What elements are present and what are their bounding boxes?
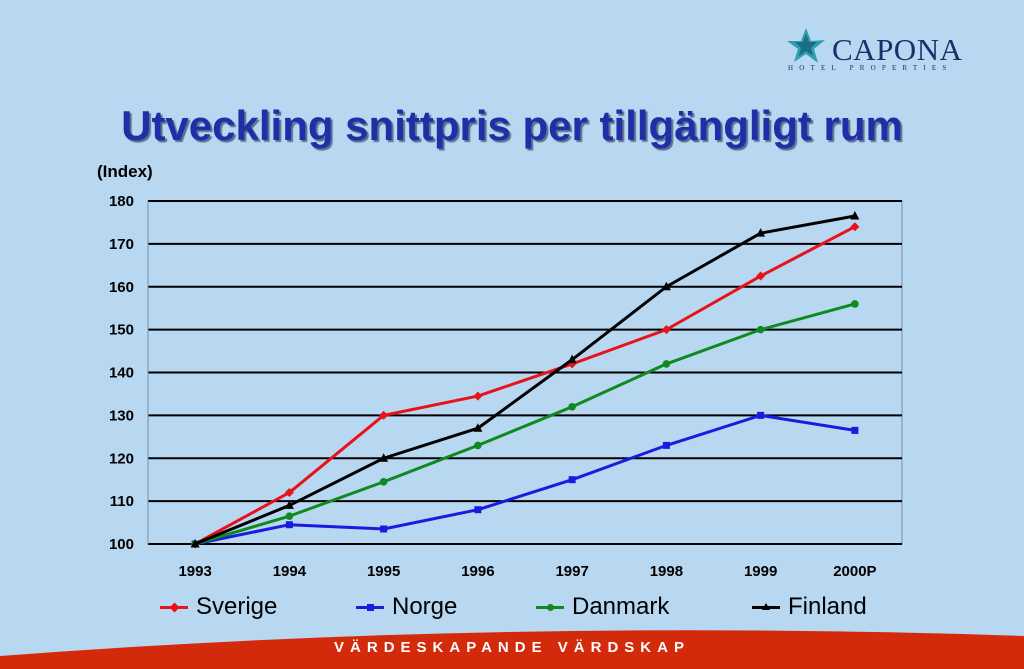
data-point-danmark	[474, 441, 482, 450]
data-point-sverige	[379, 410, 389, 420]
line-chart: 100 110 120 130 140 150 160 170 180 1993 1994 1995 1…	[109, 193, 903, 580]
legend-item-danmark: Danmark	[536, 592, 669, 622]
data-point-norge	[662, 441, 670, 449]
logo-tagline: HOTEL PROPERTIES	[788, 64, 953, 72]
y-tick-label: 100	[109, 536, 134, 553]
legend-item-sverige: Sverige	[160, 592, 277, 622]
data-point-danmark	[851, 300, 859, 308]
data-point-sverige	[850, 222, 860, 232]
data-point-danmark	[662, 360, 671, 368]
data-point-finland	[473, 423, 483, 432]
data-point-sverige	[473, 391, 483, 401]
y-tick-label: 130	[109, 407, 134, 424]
series-line-finland	[194, 214, 856, 546]
legend-swatch-danmark	[536, 603, 564, 611]
x-tick-label: 1999	[744, 563, 777, 580]
y-tick-label: 180	[109, 193, 134, 210]
legend-label: Finland	[788, 593, 867, 620]
chart-legend: Sverige Norge Danmark Finland	[0, 592, 1024, 622]
x-tick-label: 1997	[555, 563, 588, 580]
legend-item-finland: Finland	[752, 592, 867, 622]
legend-label: Norge	[392, 593, 458, 620]
data-point-danmark	[379, 478, 388, 486]
data-point-danmark	[568, 403, 576, 411]
x-tick-label: 2000P	[833, 563, 876, 580]
starfish-icon	[787, 28, 825, 63]
data-point-sverige	[284, 488, 294, 498]
data-point-danmark	[756, 325, 765, 334]
legend-item-norge: Norge	[356, 592, 457, 622]
capona-logo: CAPONA HOTEL PROPERTIES	[784, 26, 984, 76]
data-point-sverige	[756, 271, 766, 281]
data-point-finland	[190, 539, 200, 548]
series-line-norge	[194, 413, 856, 546]
x-tick-label: 1995	[367, 563, 400, 580]
data-point-norge	[285, 521, 293, 529]
x-tick-label: 1993	[178, 563, 211, 580]
data-point-finland	[850, 211, 860, 220]
data-point-norge	[474, 506, 482, 514]
logo-wordmark: CAPONA	[832, 32, 963, 67]
data-point-norge	[568, 476, 576, 484]
legend-label: Danmark	[572, 593, 670, 620]
data-point-norge	[380, 525, 388, 533]
data-point-norge	[757, 411, 765, 419]
x-tick-label: 1996	[461, 563, 494, 580]
legend-label: Sverige	[196, 593, 278, 620]
y-tick-label: 110	[110, 493, 134, 510]
y-tick-label: 140	[109, 365, 134, 382]
legend-swatch-sverige	[160, 602, 188, 612]
data-point-finland	[567, 354, 577, 364]
footer-slogan: VÄRDESKAPANDE VÄRDSKAP	[334, 639, 690, 656]
legend-swatch-norge	[356, 603, 384, 611]
data-point-danmark	[285, 512, 294, 520]
data-point-sverige	[661, 325, 671, 335]
legend-swatch-finland	[752, 602, 780, 610]
y-tick-label: 120	[109, 450, 134, 467]
data-point-norge	[851, 426, 859, 434]
x-tick-label: 1994	[273, 563, 307, 580]
data-point-finland	[379, 453, 389, 462]
series-line-sverige	[194, 225, 856, 546]
series-line-danmark	[194, 302, 856, 546]
slide-title: Utveckling snittpris per tillgängligt ru…	[121, 102, 903, 149]
footer-band	[0, 630, 1024, 669]
y-axis-unit-label: (Index)	[97, 162, 153, 181]
data-point-finland	[756, 228, 766, 237]
data-point-finland	[284, 500, 294, 509]
y-tick-label: 170	[109, 236, 134, 253]
y-tick-label: 150	[109, 322, 134, 339]
x-tick-label: 1998	[650, 563, 683, 580]
data-point-finland	[661, 281, 671, 291]
y-tick-label: 160	[109, 279, 134, 296]
